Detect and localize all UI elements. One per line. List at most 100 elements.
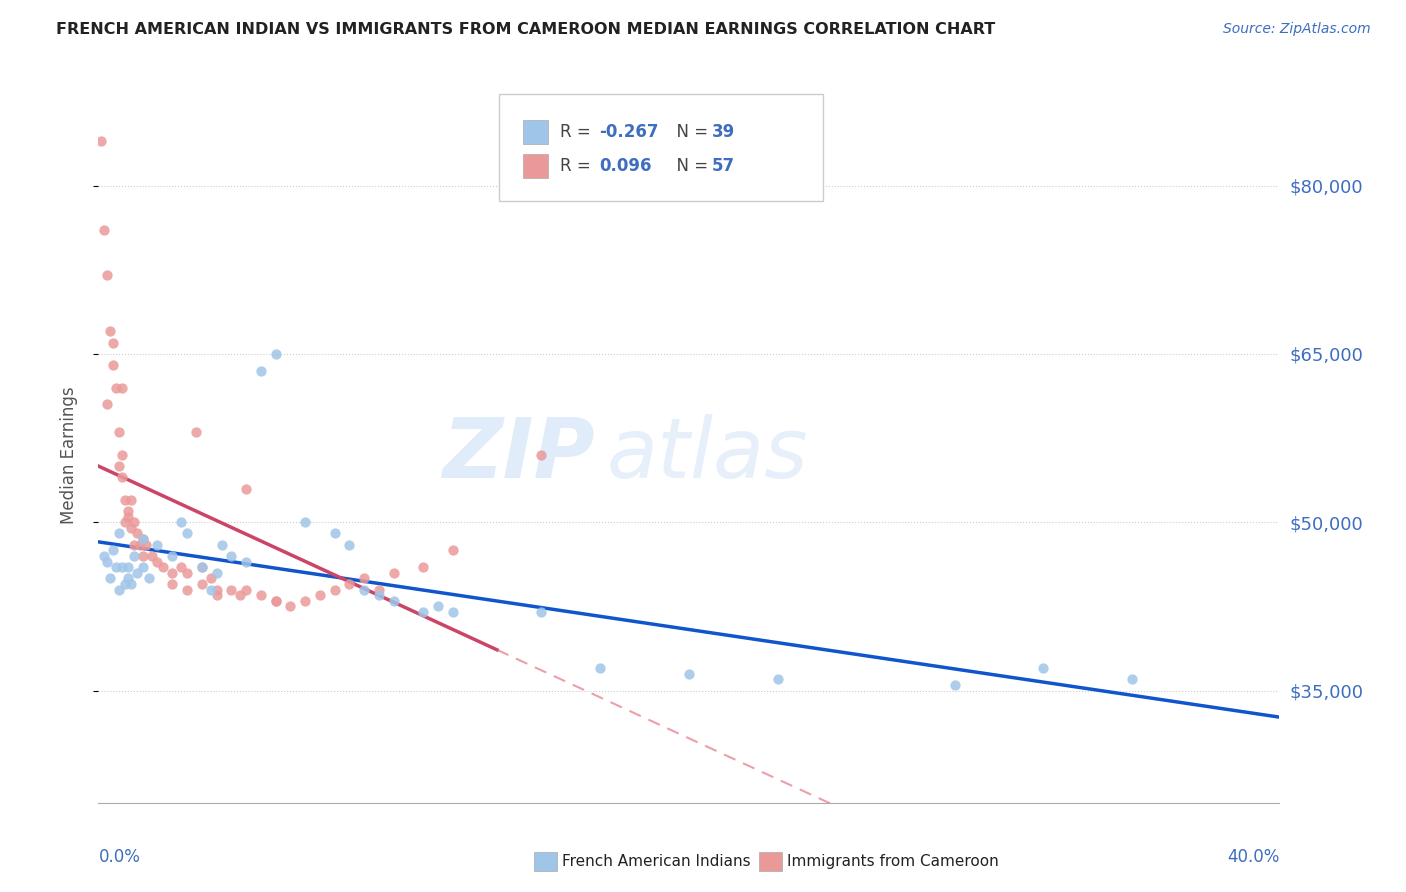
Point	[114, 515, 136, 529]
Point	[382, 566, 405, 580]
Point	[103, 358, 125, 372]
Point	[943, 678, 966, 692]
Point	[120, 577, 142, 591]
Point	[678, 666, 700, 681]
Point	[368, 588, 391, 602]
Point	[441, 605, 464, 619]
Point	[162, 549, 183, 563]
Y-axis label: Median Earnings: Median Earnings	[59, 386, 77, 524]
Point	[176, 526, 198, 541]
Point	[98, 325, 121, 339]
Point	[96, 397, 118, 411]
Text: 57: 57	[711, 157, 734, 175]
Text: R =: R =	[560, 123, 596, 141]
Point	[132, 532, 155, 546]
Point	[211, 538, 233, 552]
Point	[108, 526, 131, 541]
Text: R =: R =	[560, 157, 596, 175]
Point	[219, 582, 242, 597]
Point	[132, 549, 155, 563]
Point	[191, 560, 214, 574]
Point	[162, 566, 183, 580]
Point	[412, 605, 434, 619]
Point	[235, 482, 257, 496]
Point	[339, 577, 360, 591]
Point	[170, 515, 193, 529]
Point	[162, 577, 183, 591]
Point	[353, 582, 375, 597]
Text: -0.267: -0.267	[599, 123, 658, 141]
Point	[93, 549, 115, 563]
Point	[191, 560, 214, 574]
Point	[135, 538, 157, 552]
Point	[1121, 673, 1143, 687]
Point	[294, 594, 316, 608]
Point	[108, 582, 131, 597]
Point	[278, 599, 302, 614]
Point	[132, 560, 155, 574]
Point	[339, 538, 360, 552]
Point	[205, 582, 228, 597]
Point	[323, 582, 346, 597]
Point	[200, 582, 222, 597]
Text: N =: N =	[666, 123, 714, 141]
Point	[412, 560, 434, 574]
Point	[141, 549, 163, 563]
Text: 0.0%: 0.0%	[98, 847, 141, 866]
Point	[125, 566, 148, 580]
Point	[93, 223, 115, 237]
Point	[294, 515, 316, 529]
Point	[427, 599, 450, 614]
Point	[90, 134, 112, 148]
Point	[152, 560, 174, 574]
Point	[766, 673, 789, 687]
Text: FRENCH AMERICAN INDIAN VS IMMIGRANTS FROM CAMEROON MEDIAN EARNINGS CORRELATION C: FRENCH AMERICAN INDIAN VS IMMIGRANTS FRO…	[56, 22, 995, 37]
Point	[235, 582, 257, 597]
Point	[323, 526, 346, 541]
Point	[96, 555, 118, 569]
Point	[205, 566, 228, 580]
Text: 39: 39	[711, 123, 735, 141]
Point	[264, 594, 287, 608]
Point	[219, 549, 242, 563]
Point	[103, 335, 125, 350]
Point	[122, 515, 145, 529]
Point	[176, 566, 198, 580]
Text: Immigrants from Cameroon: Immigrants from Cameroon	[787, 855, 1000, 869]
Point	[191, 577, 214, 591]
Point	[103, 543, 125, 558]
Point	[111, 470, 134, 484]
Point	[114, 577, 136, 591]
Text: French American Indians: French American Indians	[562, 855, 751, 869]
Point	[122, 538, 145, 552]
Point	[117, 571, 139, 585]
Text: 40.0%: 40.0%	[1227, 847, 1279, 866]
Point	[589, 661, 612, 675]
Text: N =: N =	[666, 157, 714, 175]
Point	[120, 492, 142, 507]
Point	[125, 526, 148, 541]
Point	[250, 588, 273, 602]
Text: 0.096: 0.096	[599, 157, 651, 175]
Point	[530, 605, 553, 619]
Point	[235, 555, 257, 569]
Point	[120, 521, 142, 535]
Point	[309, 588, 332, 602]
Point	[128, 538, 150, 552]
Point	[382, 594, 405, 608]
Point	[122, 549, 145, 563]
Point	[146, 538, 169, 552]
Point	[530, 448, 553, 462]
Text: Source: ZipAtlas.com: Source: ZipAtlas.com	[1223, 22, 1371, 37]
Point	[170, 560, 193, 574]
Point	[368, 582, 391, 597]
Point	[111, 448, 134, 462]
Point	[111, 381, 134, 395]
Point	[264, 347, 287, 361]
Point	[176, 582, 198, 597]
Point	[108, 459, 131, 474]
Point	[96, 268, 118, 283]
Point	[105, 560, 128, 574]
Point	[264, 594, 287, 608]
Point	[138, 571, 160, 585]
